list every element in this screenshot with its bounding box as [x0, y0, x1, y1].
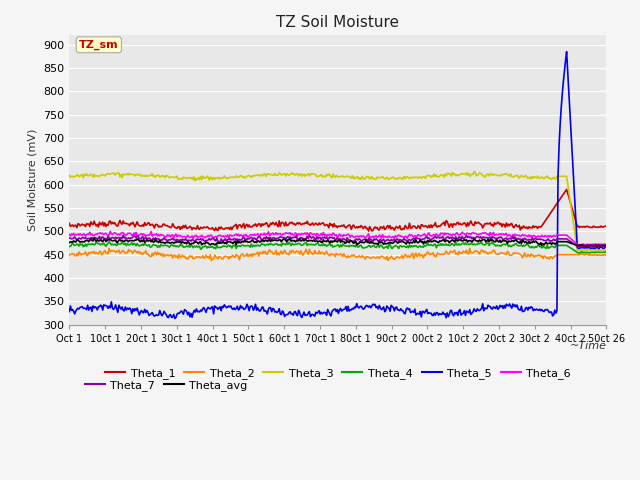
Text: ~Time: ~Time: [570, 341, 607, 351]
Legend: Theta_7, Theta_avg: Theta_7, Theta_avg: [80, 375, 252, 395]
Title: TZ Soil Moisture: TZ Soil Moisture: [276, 15, 399, 30]
Text: TZ_sm: TZ_sm: [79, 40, 118, 50]
Y-axis label: Soil Moisture (mV): Soil Moisture (mV): [28, 129, 38, 231]
